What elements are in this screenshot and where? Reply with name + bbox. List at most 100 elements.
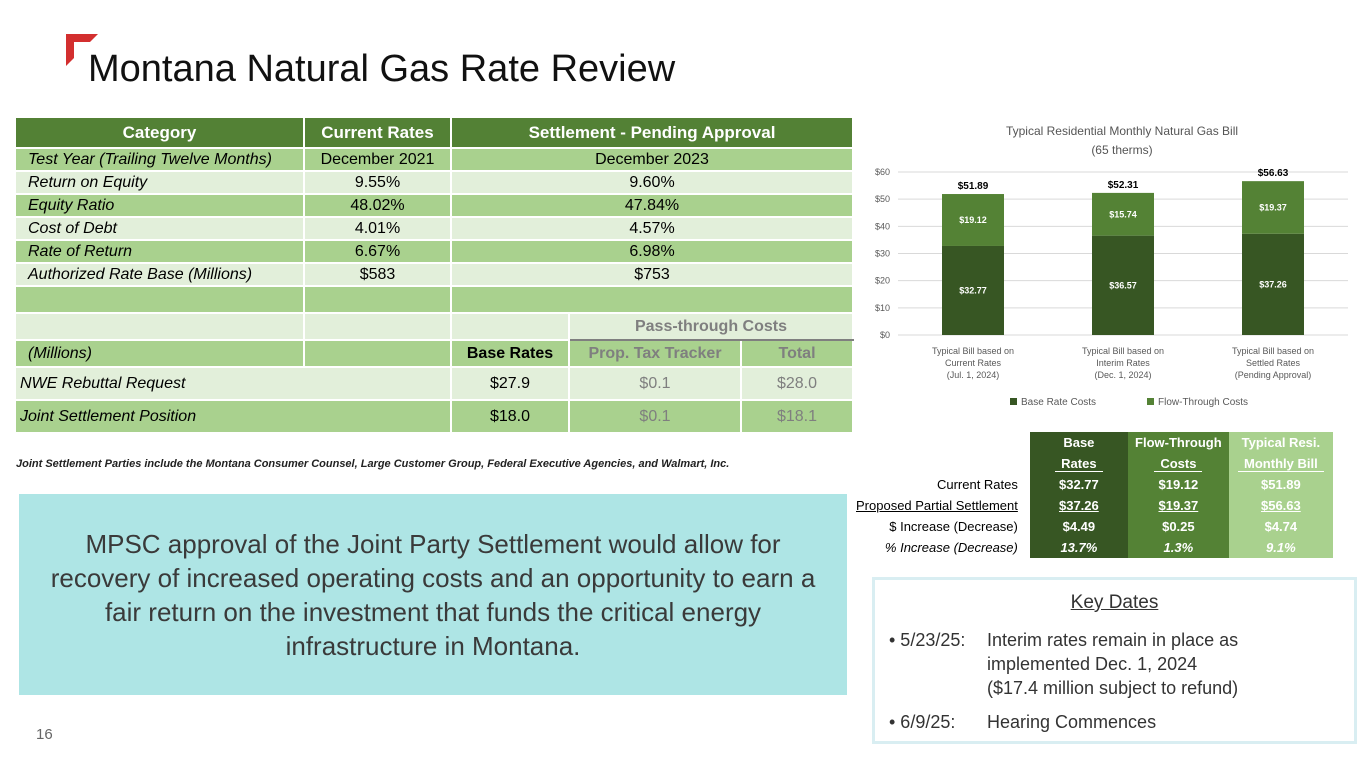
y-tick-label: $40 xyxy=(875,221,890,231)
row-settlement: 6.98% xyxy=(450,239,854,264)
summary-row-label: Proposed Partial Settlement xyxy=(850,495,1030,516)
y-tick-label: $20 xyxy=(875,276,890,286)
table-row: Authorized Rate Base (Millions) $583 $75… xyxy=(14,262,854,287)
bar-total-label: $52.31 xyxy=(1108,180,1139,191)
y-tick-label: $50 xyxy=(875,194,890,204)
summary-row-label: $ Increase (Decrease) xyxy=(850,516,1030,537)
summary-header-row: Base Flow-Through Typical Resi. xyxy=(850,432,1333,453)
title-accent-mark xyxy=(66,34,98,66)
bar-segment xyxy=(1242,181,1304,234)
y-tick-label: $60 xyxy=(875,167,890,177)
summary-header-base: Base xyxy=(1029,432,1128,453)
summary-cell: $37.26 xyxy=(1029,495,1128,516)
key-date-1-line: implemented Dec. 1, 2024 xyxy=(987,654,1198,674)
summary-row: Proposed Partial Settlement $37.26 $19.3… xyxy=(850,495,1333,516)
bar-data-label: $36.57 xyxy=(1109,280,1137,290)
x-category-label: (Dec. 1, 2024) xyxy=(1094,370,1151,380)
table-row: Rate of Return 6.67% 6.98% xyxy=(14,239,854,264)
summary-header-bill-2: Monthly Bill xyxy=(1238,456,1324,472)
x-category-label: Current Rates xyxy=(945,358,1002,368)
table-row: Equity Ratio 48.02% 47.84% xyxy=(14,193,854,218)
key-dates-title: Key Dates xyxy=(1070,592,1159,613)
x-category-label: (Pending Approval) xyxy=(1235,370,1312,380)
row-current: December 2021 xyxy=(303,147,452,172)
header-current-rates: Current Rates xyxy=(303,116,452,149)
row-current: 4.01% xyxy=(303,216,452,241)
row-current: 9.55% xyxy=(303,170,452,195)
request-row: Joint Settlement Position $18.0 $0.1 $18… xyxy=(14,399,854,434)
row-settlement: 9.60% xyxy=(450,170,854,195)
y-tick-label: $0 xyxy=(880,330,890,340)
summary-row: Current Rates $32.77 $19.12 $51.89 xyxy=(850,474,1333,495)
sub-header-total: Total xyxy=(740,339,854,368)
summary-cell: $19.12 xyxy=(1127,474,1229,495)
summary-header-bill: Typical Resi. xyxy=(1228,432,1333,453)
bill-comparison-table: Base Flow-Through Typical Resi. Rates Co… xyxy=(850,432,1333,558)
request-tracker: $0.1 xyxy=(568,399,742,434)
request-tracker: $0.1 xyxy=(568,366,742,401)
summary-row: % Increase (Decrease) 13.7% 1.3% 9.1% xyxy=(850,537,1333,558)
summary-cell: $4.49 xyxy=(1029,516,1128,537)
summary-header-row-2: Rates Costs Monthly Bill xyxy=(850,453,1333,474)
y-tick-label: $30 xyxy=(875,249,890,259)
table-row: Return on Equity 9.55% 9.60% xyxy=(14,170,854,195)
summary-cell: 9.1% xyxy=(1228,537,1333,558)
request-label: Joint Settlement Position xyxy=(14,399,452,434)
row-settlement: 47.84% xyxy=(450,193,854,218)
row-current: 48.02% xyxy=(303,193,452,218)
key-date-1-line: Interim rates remain in place as xyxy=(987,630,1239,650)
key-date-1-line: ($17.4 million subject to refund) xyxy=(987,678,1239,698)
callout-text: MPSC approval of the Joint Party Settlem… xyxy=(50,528,816,661)
bar-total-label: $51.89 xyxy=(958,181,989,192)
request-total: $28.0 xyxy=(740,366,854,401)
summary-cell: $4.74 xyxy=(1228,516,1333,537)
summary-row-label: Current Rates xyxy=(850,474,1030,495)
x-category-label: Typical Bill based on xyxy=(1082,346,1164,356)
table-header-row: Category Current Rates Settlement - Pend… xyxy=(14,116,854,149)
row-category: Equity Ratio xyxy=(14,193,305,218)
key-date-2-date: • 6/9/25: xyxy=(889,712,956,732)
bar-data-label: $19.37 xyxy=(1259,202,1287,212)
callout-box: MPSC approval of the Joint Party Settlem… xyxy=(19,494,847,695)
header-settlement: Settlement - Pending Approval xyxy=(450,116,854,149)
millions-label: (Millions) xyxy=(14,339,305,368)
summary-header-flow: Flow-Through xyxy=(1127,432,1229,453)
bar-total-label: $56.63 xyxy=(1258,168,1289,179)
table-row-empty xyxy=(14,285,854,314)
row-settlement: 4.57% xyxy=(450,216,854,241)
bar-data-label: $37.26 xyxy=(1259,279,1287,289)
summary-cell: 1.3% xyxy=(1127,537,1229,558)
row-category: Cost of Debt xyxy=(14,216,305,241)
summary-cell: 13.7% xyxy=(1029,537,1128,558)
sub-header-row: (Millions) Base Rates Prop. Tax Tracker … xyxy=(14,339,854,368)
legend-label: Flow-Through Costs xyxy=(1158,397,1248,408)
table-row: Test Year (Trailing Twelve Months) Decem… xyxy=(14,147,854,172)
footnote: Joint Settlement Parties include the Mon… xyxy=(16,458,730,470)
bar-segment xyxy=(1242,233,1304,335)
bar-segment xyxy=(942,194,1004,246)
pass-through-header-row: Pass-through Costs xyxy=(14,312,854,341)
key-dates-box: Key Dates • 5/23/25: Interim rates remai… xyxy=(872,577,1357,744)
summary-header-base-2: Rates xyxy=(1055,456,1103,472)
row-settlement: December 2023 xyxy=(450,147,854,172)
summary-cell: $0.25 xyxy=(1127,516,1229,537)
legend-label: Base Rate Costs xyxy=(1021,397,1096,408)
bar-segment xyxy=(1092,192,1154,236)
legend-swatch xyxy=(1010,398,1017,405)
request-base: $18.0 xyxy=(450,399,570,434)
summary-cell: $32.77 xyxy=(1029,474,1128,495)
header-category: Category xyxy=(14,116,305,149)
x-category-label: Typical Bill based on xyxy=(932,346,1014,356)
sub-header-base-rates: Base Rates xyxy=(450,339,570,368)
summary-cell: $19.37 xyxy=(1127,495,1229,516)
bar-data-label: $19.12 xyxy=(959,215,987,225)
rate-review-table: Category Current Rates Settlement - Pend… xyxy=(14,116,854,434)
key-date-1-date: • 5/23/25: xyxy=(889,630,966,650)
row-current: $583 xyxy=(303,262,452,287)
request-base: $27.9 xyxy=(450,366,570,401)
x-category-label: Typical Bill based on xyxy=(1232,346,1314,356)
row-current: 6.67% xyxy=(303,239,452,264)
bar-segment xyxy=(1092,235,1154,335)
bar-data-label: $15.74 xyxy=(1109,209,1137,219)
bill-chart: Typical Residential Monthly Natural Gas … xyxy=(875,124,1348,408)
